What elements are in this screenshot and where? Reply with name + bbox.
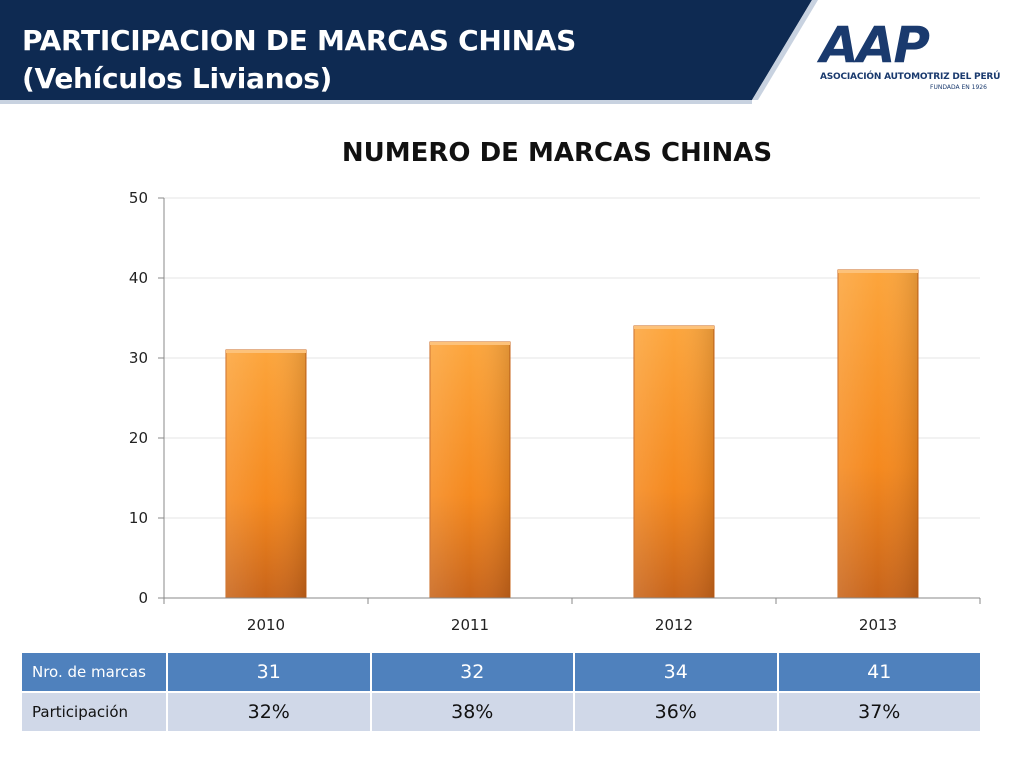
y-tick-label: 30 (129, 349, 148, 367)
bar-shade-2011 (430, 342, 510, 598)
y-tick-label: 40 (129, 269, 148, 287)
table-row-marcas: Nro. de marcas 31 32 34 41 (20, 651, 982, 693)
table-cell: 36% (573, 691, 779, 733)
bar-shade-2013 (838, 270, 918, 598)
aap-logo: AAP ASOCIACIÓN AUTOMOTRIZ DEL PERÚ FUNDA… (810, 16, 1000, 98)
table-cell: 41 (776, 651, 982, 693)
x-tick-label: 2013 (859, 616, 897, 634)
table-cell: 32 (369, 651, 575, 693)
page-title-line2: (Vehículos Livianos) (22, 62, 333, 95)
table-cell: 31 (166, 651, 372, 693)
bar-shade-2010 (226, 350, 306, 598)
table-cell: 34 (573, 651, 779, 693)
bar-top-2011 (430, 342, 510, 345)
y-tick-label: 20 (129, 429, 148, 447)
x-tick-label: 2012 (655, 616, 693, 634)
logo-mark: AAP (820, 16, 930, 74)
bar-top-2013 (838, 270, 918, 273)
row-label: Nro. de marcas (20, 651, 168, 693)
header-band (0, 0, 818, 104)
y-tick-label: 50 (129, 189, 148, 207)
x-tick-label: 2011 (451, 616, 489, 634)
x-tick-label: 2010 (247, 616, 285, 634)
logo-name: ASOCIACIÓN AUTOMOTRIZ DEL PERÚ (820, 72, 1001, 82)
y-tick-label: 0 (138, 589, 148, 607)
bar-chart: 0 10 20 30 40 50 2010 2011 2012 2013 (129, 189, 981, 634)
bar-top-2010 (226, 350, 306, 353)
chart-title: NUMERO DE MARCAS CHINAS (341, 138, 773, 168)
logo-founded: FUNDADA EN 1926 (930, 84, 987, 91)
row-label: Participación (20, 691, 168, 733)
bar-top-2012 (634, 326, 714, 329)
page-title-line1: PARTICIPACION DE MARCAS CHINAS (22, 24, 576, 57)
table-cell: 38% (369, 691, 575, 733)
data-table: Nro. de marcas 31 32 34 41 Participación… (20, 651, 982, 733)
table-cell: 37% (776, 691, 982, 733)
bar-shade-2012 (634, 326, 714, 598)
page-title: PARTICIPACION DE MARCAS CHINAS (Vehículo… (22, 22, 576, 98)
table-row-participacion: Participación 32% 38% 36% 37% (20, 691, 982, 733)
y-tick-label: 10 (129, 509, 148, 527)
table-cell: 32% (166, 691, 372, 733)
